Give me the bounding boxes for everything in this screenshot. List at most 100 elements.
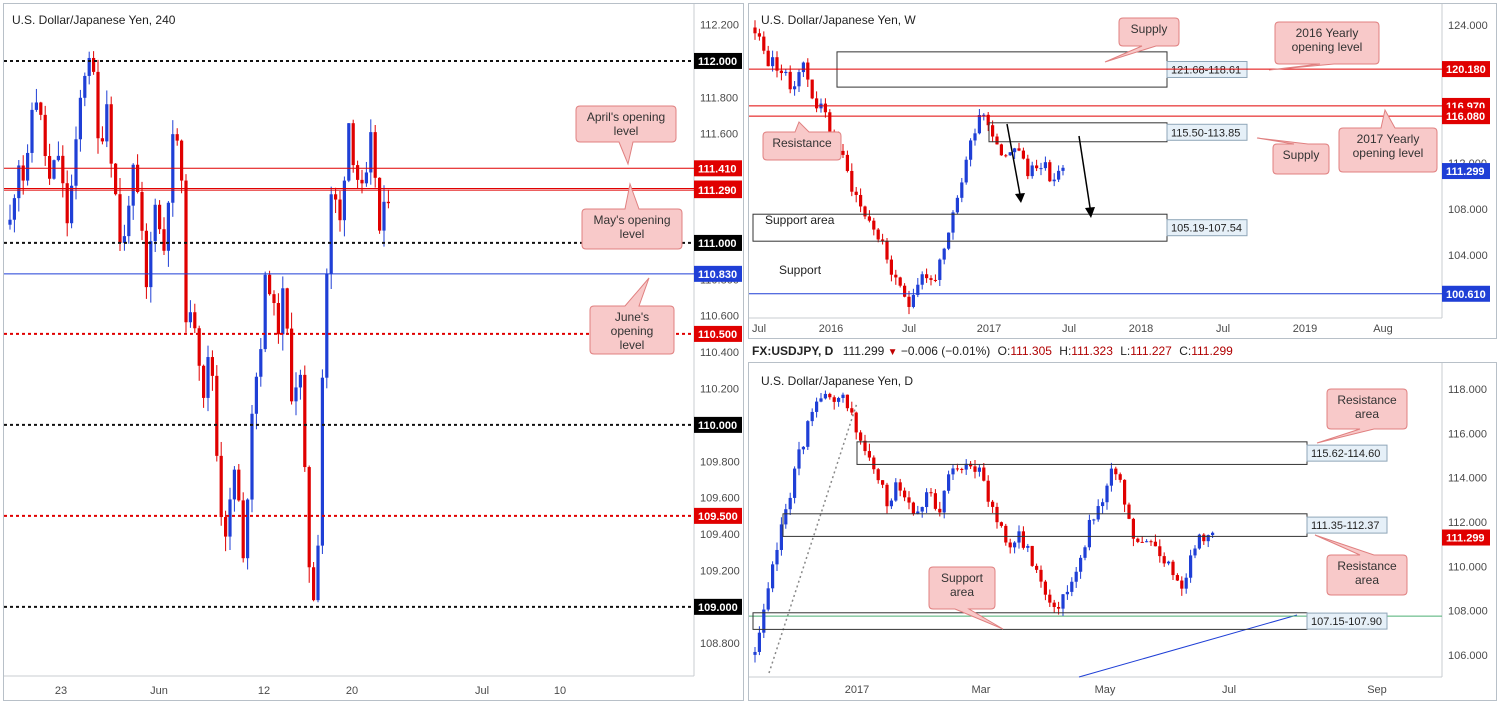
h4-chart-panel[interactable]: 112.200111.800111.600111.000110.800110.6… [3,3,744,701]
candle-body [1052,179,1056,182]
candle-body [162,229,166,251]
candle-body [1030,165,1034,177]
x-tick-label: May [1095,684,1116,696]
candle-body [1052,602,1056,607]
callout-resistance-bubble [762,121,842,161]
candle-body [1087,519,1091,548]
candle-body [867,216,871,221]
annotation-support: Support [779,263,822,277]
candle-body [312,567,316,601]
candle-body [903,490,907,498]
candle-body [986,114,990,126]
candle-body [1123,479,1127,505]
callout-support-text: Support [941,571,984,585]
candle-body [342,180,346,221]
candle-body [911,502,915,514]
candle-body [955,468,959,470]
candle-body [872,457,876,470]
callout-june-text: June's [615,310,649,324]
close-label: C: [1179,344,1192,358]
level-badge: 110.830 [698,269,737,281]
candle-body [907,497,911,503]
x-tick-label: Jul [752,323,766,335]
callout-resistance-text: Resistance [772,136,832,150]
candle-body [889,259,893,275]
daily-chart-panel[interactable]: 118.000 116.000 114.000 112.000 110.000 108.0… [748,362,1497,701]
candle-body [832,397,836,402]
level-badge: 116.080 [1446,111,1485,123]
callout-resistance-bottom-bubble [1314,534,1408,596]
candle-body [929,492,933,494]
candle-body [1035,565,1039,570]
zone-label: 107.15-107.90 [1311,616,1382,628]
zone-label: 115.50-113.85 [1171,127,1240,139]
candle-body [872,220,876,230]
candle-body [26,152,30,181]
candle-body [180,140,184,181]
level-badge: 111.000 [698,238,737,250]
level-badge: 111.299 [1446,533,1485,545]
candle-body [202,365,206,398]
candle-body [334,194,338,200]
y-tick-label: 124.000 [1448,20,1488,32]
weekly-chart-panel[interactable]: 124.000112.000108.000104.000Jul2016Jul20… [748,3,1497,339]
candle-body [859,432,863,441]
candle-body [766,588,770,610]
callout-support-text: area [950,585,974,599]
candle-body [999,522,1003,526]
callout-june-bubble [589,277,675,355]
candle-body [65,183,69,224]
candle-body [771,57,775,67]
candle-body [1158,546,1162,557]
candle-body [144,230,148,288]
candle-body [907,296,911,307]
candle-body [263,274,267,350]
y-tick-label: 109.400 [700,529,740,541]
close-value: 111.299 [1191,344,1233,358]
candle-body [307,467,311,568]
candle-body [1171,561,1175,576]
level-badge: 111.410 [698,163,737,175]
level-badge-bg [694,234,742,251]
candle-body [149,241,153,288]
daily-chart: 118.000 116.000 114.000 112.000 110.000 108.0… [749,363,1490,696]
candle-body [1136,538,1140,542]
candle-body [969,463,973,467]
level-badge-bg [1442,285,1490,302]
candle-body [845,154,849,171]
candle-body [87,57,91,76]
candle-body [259,349,263,377]
callout-resistance: Resistance [762,121,842,161]
candle-body [925,274,929,279]
candle-body [1193,548,1197,556]
candle-body [386,201,390,204]
candle-body [166,202,170,251]
candle-body [1131,518,1135,539]
x-tick-label: Aug [1373,323,1393,335]
candle-body [1004,155,1008,157]
candle-body [876,229,880,240]
candle-body [56,155,60,161]
candle-body [250,413,254,500]
chart-title: U.S. Dollar/Japanese Yen, D [761,374,913,388]
candle-body [153,204,157,242]
level-badge: 120.180 [1446,64,1486,76]
candle-body [184,180,188,323]
y-tick-label: 108.000 [1448,204,1488,216]
candle-body [158,204,162,230]
x-tick-label: Jul [1216,323,1230,335]
candle-body [881,480,885,485]
x-tick-label: 2019 [1293,323,1317,335]
candle-body [92,57,96,72]
candle-body [753,651,757,655]
candle-body [1008,542,1012,548]
arrow-head [1015,193,1025,203]
candle-body [281,288,285,335]
candle-body [973,466,977,472]
candle-body [1211,532,1215,536]
candle-body [83,75,87,98]
